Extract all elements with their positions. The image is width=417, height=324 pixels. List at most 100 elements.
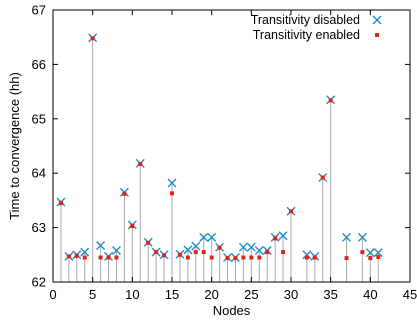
data-point-transitivity-enabled [289, 209, 293, 214]
data-point-transitivity-enabled [130, 223, 135, 228]
data-point-transitivity-enabled [122, 191, 127, 196]
x-marker-stroke [238, 242, 248, 252]
x-marker-stroke [96, 241, 106, 251]
x-tick-label: 35 [323, 287, 337, 302]
data-point-transitivity-disabled [80, 247, 90, 257]
data-point-transitivity-disabled [96, 241, 106, 251]
x-marker-stroke [199, 232, 209, 242]
data-point-transitivity-enabled [114, 255, 119, 260]
data-point-transitivity-enabled [154, 250, 159, 255]
data-point-transitivity-enabled [233, 256, 238, 261]
data-point-transitivity-enabled [225, 256, 230, 261]
legend: Transitivity disabled Transitivity enabl… [251, 13, 382, 42]
legend-square-symbol [375, 33, 379, 37]
data-point-transitivity-enabled [273, 236, 278, 241]
y-tick-label: 64 [32, 166, 46, 181]
data-point-transitivity-enabled [257, 255, 262, 260]
x-tick-label: 0 [49, 287, 56, 302]
x-marker-stroke [373, 248, 383, 258]
data-point-transitivity-enabled [90, 36, 95, 41]
legend-marker-x [372, 15, 382, 25]
data-point-transitivity-enabled [304, 255, 309, 260]
data-point-transitivity-disabled [167, 178, 177, 188]
x-marker-stroke [111, 245, 121, 255]
x-marker-stroke [278, 231, 288, 241]
data-point-transitivity-enabled [74, 253, 79, 258]
data-point-transitivity-disabled [246, 242, 256, 252]
data-point-transitivity-enabled [138, 161, 143, 166]
data-point-transitivity-disabled [302, 250, 312, 260]
data-point-transitivity-enabled [170, 191, 174, 196]
x-tick-label: 45 [403, 287, 417, 302]
x-tick-label: 25 [244, 287, 258, 302]
x-marker-stroke [191, 241, 201, 251]
x-marker-stroke [246, 242, 256, 252]
y-tick-label: 62 [32, 275, 46, 290]
data-point-transitivity-enabled [82, 255, 87, 260]
data-point-transitivity-disabled [207, 232, 217, 242]
data-point-transitivity-disabled [357, 232, 367, 242]
x-tick-label: 15 [165, 287, 179, 302]
x-tick-label: 5 [89, 287, 96, 302]
legend-label-transitivity-enabled: Transitivity enabled [253, 28, 360, 42]
data-point-transitivity-disabled [278, 231, 288, 241]
data-point-transitivity-enabled [217, 245, 222, 250]
y-tick-label: 66 [32, 57, 46, 72]
x-axis-title: Nodes [213, 303, 251, 318]
y-tick-label: 65 [32, 111, 46, 126]
data-point-transitivity-disabled [254, 245, 264, 255]
data-point-transitivity-enabled [106, 255, 111, 260]
y-tick-label: 67 [32, 3, 46, 18]
x-tick-label: 10 [125, 287, 139, 302]
data-point-transitivity-enabled [376, 254, 381, 259]
x-marker-stroke [302, 250, 312, 260]
data-point-transitivity-enabled [162, 253, 167, 258]
data-point-transitivity-enabled [193, 250, 198, 255]
data-point-transitivity-enabled [265, 250, 270, 255]
data-point-transitivity-enabled [66, 254, 71, 259]
data-point-transitivity-disabled [238, 242, 248, 252]
data-point-transitivity-enabled [344, 256, 349, 261]
data-points [56, 33, 383, 263]
data-point-transitivity-enabled [241, 255, 246, 260]
data-point-transitivity-enabled [201, 250, 206, 255]
data-point-transitivity-enabled [146, 240, 151, 245]
data-point-transitivity-disabled [342, 232, 352, 242]
x-marker-stroke [372, 15, 382, 25]
data-point-transitivity-disabled [183, 245, 193, 255]
plot-frame [52, 9, 411, 283]
x-marker-stroke [80, 247, 90, 257]
data-point-transitivity-enabled [249, 255, 254, 260]
data-point-transitivity-enabled [360, 250, 365, 255]
legend-label-transitivity-disabled: Transitivity disabled [251, 13, 360, 27]
data-point-transitivity-enabled [98, 255, 103, 260]
data-point-transitivity-enabled [185, 255, 190, 260]
x-marker-stroke [357, 232, 367, 242]
x-marker-stroke [183, 245, 193, 255]
data-point-transitivity-enabled [328, 98, 333, 103]
data-point-transitivity-disabled [191, 241, 201, 251]
data-point-transitivity-disabled [373, 248, 383, 258]
data-point-transitivity-enabled [209, 255, 214, 260]
data-point-transitivity-enabled [320, 175, 325, 180]
x-axis-ticks: 0 5 10 15 20 25 30 35 40 45 [49, 10, 417, 302]
legend-marker-square [375, 33, 379, 37]
data-point-transitivity-enabled [281, 250, 286, 255]
data-point-transitivity-enabled [312, 255, 317, 260]
data-point-transitivity-enabled [177, 252, 182, 257]
data-point-transitivity-disabled [199, 232, 209, 242]
stem-lines [60, 37, 379, 282]
legend-x-symbol [372, 15, 382, 25]
y-axis-ticks: 62 63 64 65 66 67 [32, 3, 410, 290]
x-marker-stroke [167, 178, 177, 188]
x-tick-label: 20 [204, 287, 218, 302]
x-marker-stroke [342, 232, 352, 242]
y-axis-title: Time to convergence (hh) [7, 72, 22, 220]
x-tick-label: 40 [363, 287, 377, 302]
data-point-transitivity-enabled [58, 201, 63, 206]
x-marker-stroke [365, 248, 375, 258]
x-tick-label: 30 [284, 287, 298, 302]
data-point-transitivity-enabled [368, 256, 373, 261]
data-point-transitivity-disabled [111, 245, 121, 255]
x-marker-stroke [254, 245, 264, 255]
